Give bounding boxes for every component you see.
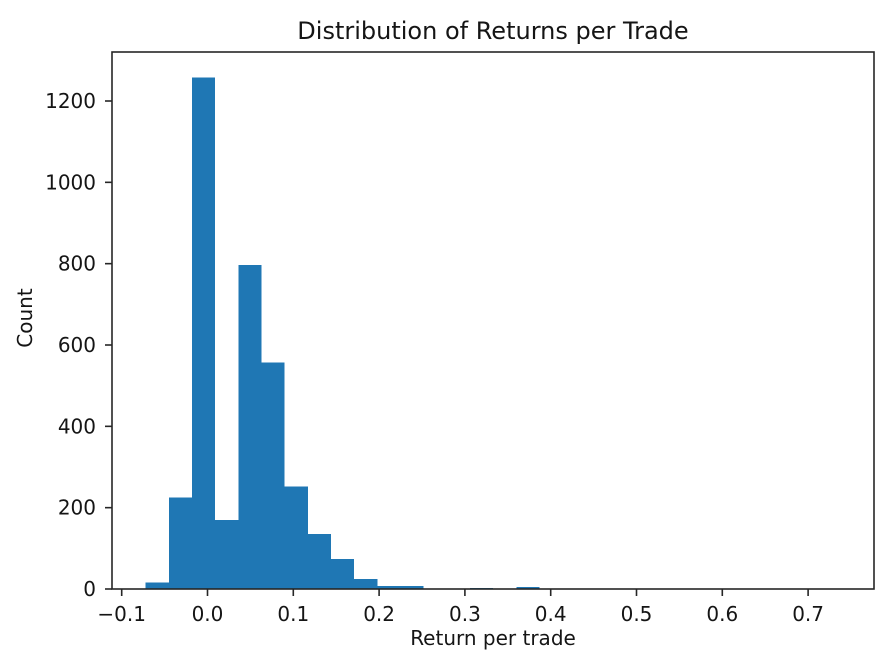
histogram-bar [516, 586, 540, 589]
y-tick-label: 200 [58, 496, 96, 520]
histogram-bar [400, 585, 424, 589]
histogram-bar [145, 582, 169, 589]
y-tick-label: 800 [58, 252, 96, 276]
histogram-bar [168, 497, 193, 589]
x-tick-label: −0.1 [97, 602, 146, 626]
y-tick-label: 600 [58, 333, 96, 357]
plot-spine [111, 51, 875, 590]
axes-layer: −0.1 0.0 0.1 0.2 0.3 0.4 0.5 0.6 0.7 0 200 400 600 80… [45, 51, 875, 626]
y-tick-label: 400 [58, 414, 96, 438]
histogram-bar [307, 534, 332, 589]
x-tick-label: 0.4 [535, 602, 567, 626]
x-axis-label: Return per trade [410, 626, 576, 650]
histogram-bar [192, 77, 216, 590]
histogram-bar [238, 264, 262, 589]
y-tick-label: 0 [83, 577, 96, 601]
bars-layer [145, 77, 540, 590]
x-tick-label: 0.2 [363, 602, 395, 626]
histogram-bar [377, 585, 401, 589]
histogram-bar [284, 486, 308, 589]
y-tick-label: 1200 [45, 89, 96, 113]
y-tick-label: 1000 [45, 170, 96, 194]
x-tick-label: 0.6 [706, 602, 738, 626]
histogram-bar [261, 362, 285, 589]
x-tick-label: 0.1 [277, 602, 309, 626]
histogram-bar [354, 578, 378, 589]
x-tick-label: 0.0 [192, 602, 224, 626]
x-tick-label: 0.7 [792, 602, 824, 626]
x-tick-label: 0.5 [621, 602, 653, 626]
histogram-bar [215, 519, 239, 589]
chart-title: Distribution of Returns per Trade [297, 17, 688, 45]
histogram-bar [331, 558, 355, 589]
y-axis-label: Count [13, 288, 37, 348]
x-tick-label: 0.3 [449, 602, 481, 626]
